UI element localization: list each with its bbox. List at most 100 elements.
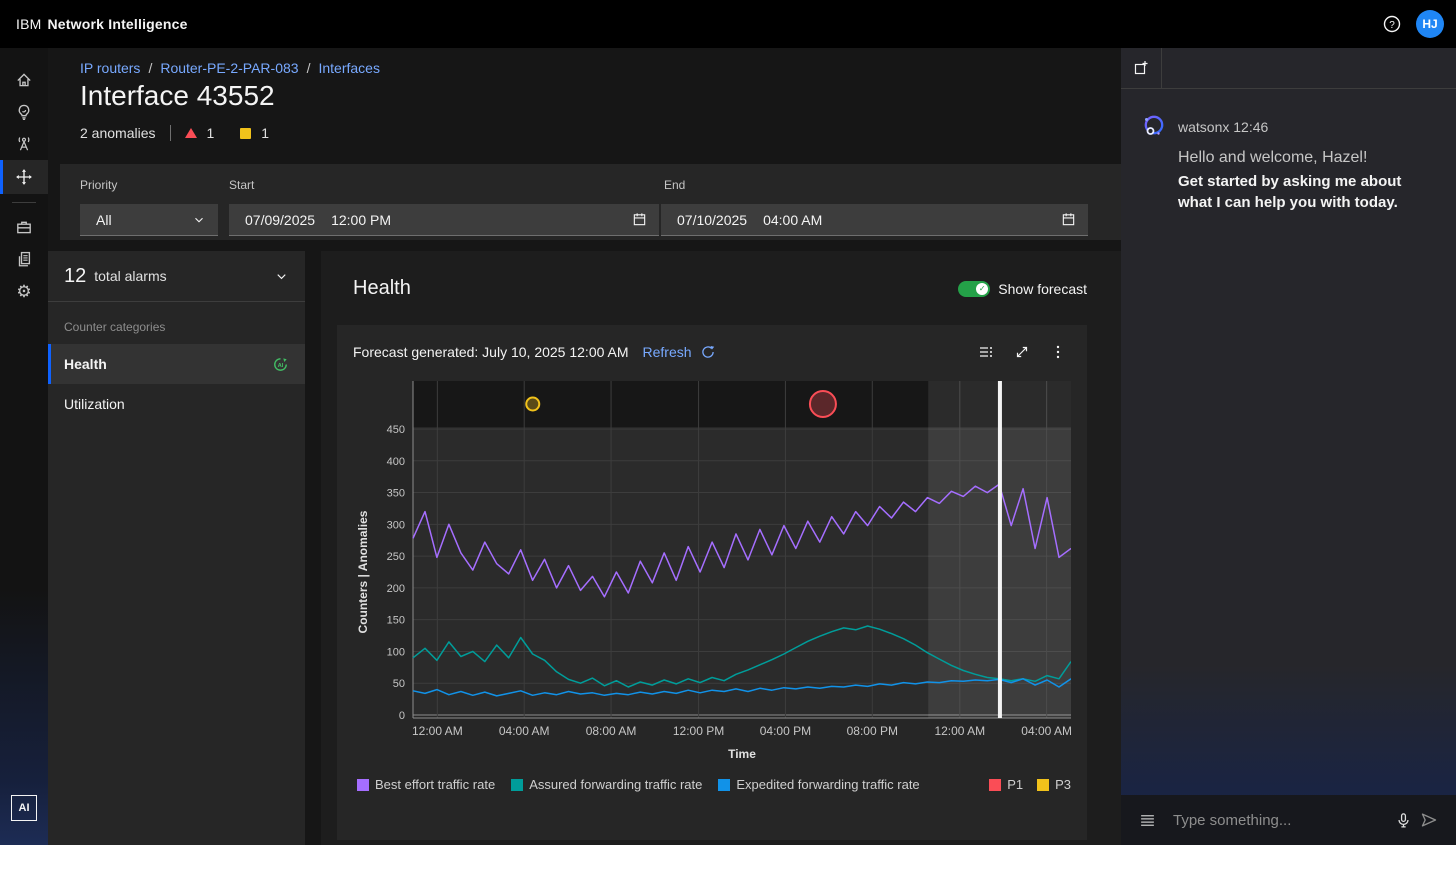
end-datetime-input[interactable]: 07/10/2025 04:00 AM <box>661 204 1088 236</box>
breadcrumb-ip-routers[interactable]: IP routers <box>80 60 141 76</box>
health-chart[interactable]: 0 50 100 150 200 250 300 350 400 450 12:00 AM 04:00… <box>353 381 1071 766</box>
category-health[interactable]: Health AI <box>48 344 305 384</box>
svg-text:150: 150 <box>387 615 405 627</box>
p3-square-icon <box>240 127 252 139</box>
nav-toolbox[interactable] <box>0 211 48 243</box>
toolbox-icon <box>15 218 33 236</box>
message-bold-text: Get started by asking me about what I ca… <box>1178 173 1402 211</box>
nav-home[interactable] <box>0 64 48 96</box>
brand-name: Network Intelligence <box>47 16 188 32</box>
send-button[interactable] <box>1416 807 1442 833</box>
nav-reports[interactable] <box>0 243 48 275</box>
alarm-count-label: total alarms <box>94 268 167 284</box>
watsonx-chat-panel: watsonx 12:46 Hello and welcome, Hazel! … <box>1121 48 1456 845</box>
calendar-icon[interactable] <box>1061 212 1076 227</box>
teal-swatch <box>511 778 524 791</box>
calendar-icon[interactable] <box>632 212 647 227</box>
overflow-menu-button[interactable] <box>1045 339 1071 365</box>
svg-text:08:00 AM: 08:00 AM <box>586 724 637 738</box>
section-title: Health <box>353 277 411 299</box>
svg-text:350: 350 <box>387 488 405 500</box>
svg-text:12:00 AM: 12:00 AM <box>934 724 985 738</box>
anomaly-summary: 2 anomalies 1 1 <box>80 125 269 141</box>
red-swatch <box>989 778 1002 791</box>
svg-text:08:00 PM: 08:00 PM <box>847 724 898 738</box>
chat-text-input[interactable]: Type something... <box>1173 811 1292 829</box>
refresh-icon[interactable] <box>700 344 716 360</box>
legend-p3[interactable]: P3 <box>1037 777 1071 792</box>
category-utilization-label: Utilization <box>64 396 125 412</box>
legend-expedited[interactable]: Expedited forwarding traffic rate <box>718 777 920 792</box>
svg-text:AI: AI <box>278 362 284 368</box>
user-avatar[interactable]: HJ <box>1416 10 1444 38</box>
new-chat-button[interactable] <box>1121 48 1162 88</box>
start-time-value: 12:00 PM <box>331 211 392 228</box>
end-label: End <box>664 178 686 192</box>
toggle-switch[interactable]: ✓ <box>958 280 991 297</box>
priority-value: All <box>96 211 112 228</box>
start-datetime-input[interactable]: 07/09/2025 12:00 PM <box>229 204 659 236</box>
ai-badge[interactable]: AI <box>11 795 37 821</box>
yellow-swatch <box>1037 778 1050 791</box>
expand-button[interactable] <box>1009 339 1035 365</box>
divider <box>169 125 171 141</box>
chart-section: Health ✓ Show forecast Forecast generate… <box>321 251 1121 845</box>
documents-icon <box>15 250 33 268</box>
total-alarms-accordion[interactable]: 12 total alarms <box>48 251 305 302</box>
anomalies-count-text: 2 anomalies <box>80 125 156 141</box>
legend-best-effort[interactable]: Best effort traffic rate <box>357 777 495 792</box>
menu-button[interactable] <box>1135 808 1159 832</box>
svg-text:12:00 AM: 12:00 AM <box>412 724 463 738</box>
new-chat-icon <box>1133 60 1149 76</box>
home-icon <box>15 71 33 89</box>
priority-select[interactable]: All <box>80 204 218 236</box>
counter-categories-label: Counter categories <box>64 320 166 334</box>
nav-traffic-selected[interactable] <box>0 160 48 194</box>
antenna-icon <box>15 135 33 153</box>
p3-count: 1 <box>261 125 270 141</box>
category-health-label: Health <box>64 356 107 372</box>
toggle-check-icon: ✓ <box>976 282 989 295</box>
breadcrumb: IP routers / Router-PE-2-PAR-083 / Inter… <box>80 60 380 76</box>
nav-network-tower[interactable] <box>0 128 48 160</box>
breadcrumb-router[interactable]: Router-PE-2-PAR-083 <box>160 60 299 76</box>
idea-icon <box>15 103 33 121</box>
svg-text:200: 200 <box>387 583 405 595</box>
end-date-value: 07/10/2025 <box>677 211 748 228</box>
greeting-text: Hello and welcome, Hazel! <box>1178 149 1368 166</box>
filter-bar: Priority Start End All 07/09/2025 12:00 … <box>60 164 1121 240</box>
main-content: IP routers / Router-PE-2-PAR-083 / Inter… <box>48 48 1121 845</box>
svg-text:04:00 PM: 04:00 PM <box>760 724 811 738</box>
chat-toolbar <box>1121 48 1456 89</box>
microphone-button[interactable] <box>1390 807 1416 833</box>
start-date-value: 07/09/2025 <box>245 211 316 228</box>
brand: IBM Network Intelligence <box>16 16 188 32</box>
show-forecast-toggle[interactable]: ✓ Show forecast <box>958 280 1087 297</box>
category-utilization[interactable]: Utilization <box>48 384 305 424</box>
chevron-down-icon <box>192 213 206 227</box>
legend-p1[interactable]: P1 <box>989 777 1023 792</box>
nav-insights[interactable] <box>0 96 48 128</box>
chat-messages: watsonx 12:46 Hello and welcome, Hazel! … <box>1121 89 1456 795</box>
chart-legend: Best effort traffic rate Assured forward… <box>357 777 1071 792</box>
nav-settings[interactable]: ⚙ <box>0 275 48 307</box>
breadcrumb-interfaces[interactable]: Interfaces <box>318 60 380 76</box>
svg-text:04:00 AM: 04:00 AM <box>499 724 550 738</box>
svg-text:250: 250 <box>387 551 405 563</box>
help-icon: ? <box>1382 14 1402 34</box>
svg-text:04:00 AM: 04:00 AM <box>1021 724 1071 738</box>
svg-text:400: 400 <box>387 456 405 468</box>
svg-text:100: 100 <box>387 646 405 658</box>
page-title: Interface 43552 <box>80 80 275 111</box>
help-button[interactable]: ? <box>1376 8 1408 40</box>
sender-name: watsonx <box>1178 119 1230 135</box>
app-window: IBM Network Intelligence ? HJ <box>0 0 1456 845</box>
top-header: IBM Network Intelligence ? HJ <box>0 0 1456 48</box>
ai-refresh-icon: AI <box>272 356 289 373</box>
chat-input-bar: Type something... <box>1121 795 1456 845</box>
watsonx-avatar <box>1141 113 1167 139</box>
refresh-link[interactable]: Refresh <box>642 344 692 360</box>
data-table-button[interactable] <box>973 339 999 365</box>
legend-assured[interactable]: Assured forwarding traffic rate <box>511 777 702 792</box>
chevron-down-icon <box>274 269 289 284</box>
